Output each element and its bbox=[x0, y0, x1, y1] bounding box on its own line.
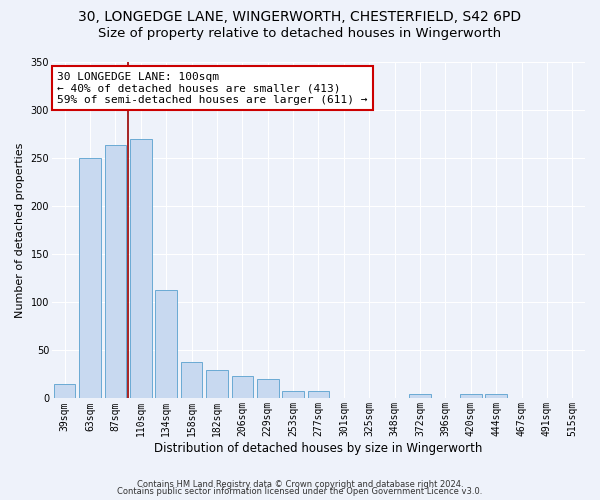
Bar bbox=[232, 376, 253, 398]
Bar bbox=[485, 394, 507, 398]
Bar bbox=[409, 394, 431, 398]
Y-axis label: Number of detached properties: Number of detached properties bbox=[15, 142, 25, 318]
Bar bbox=[155, 290, 177, 399]
Bar bbox=[104, 145, 126, 399]
Bar bbox=[54, 384, 76, 398]
Text: Contains public sector information licensed under the Open Government Licence v3: Contains public sector information licen… bbox=[118, 488, 482, 496]
Text: 30 LONGEDGE LANE: 100sqm
← 40% of detached houses are smaller (413)
59% of semi-: 30 LONGEDGE LANE: 100sqm ← 40% of detach… bbox=[57, 72, 368, 105]
Bar bbox=[181, 362, 202, 399]
Text: Contains HM Land Registry data © Crown copyright and database right 2024.: Contains HM Land Registry data © Crown c… bbox=[137, 480, 463, 489]
X-axis label: Distribution of detached houses by size in Wingerworth: Distribution of detached houses by size … bbox=[154, 442, 482, 455]
Text: 30, LONGEDGE LANE, WINGERWORTH, CHESTERFIELD, S42 6PD: 30, LONGEDGE LANE, WINGERWORTH, CHESTERF… bbox=[79, 10, 521, 24]
Bar bbox=[308, 390, 329, 398]
Bar bbox=[257, 379, 278, 398]
Bar bbox=[460, 394, 482, 398]
Bar bbox=[206, 370, 228, 398]
Bar bbox=[130, 138, 152, 398]
Text: Size of property relative to detached houses in Wingerworth: Size of property relative to detached ho… bbox=[98, 28, 502, 40]
Bar bbox=[283, 390, 304, 398]
Bar bbox=[79, 158, 101, 398]
